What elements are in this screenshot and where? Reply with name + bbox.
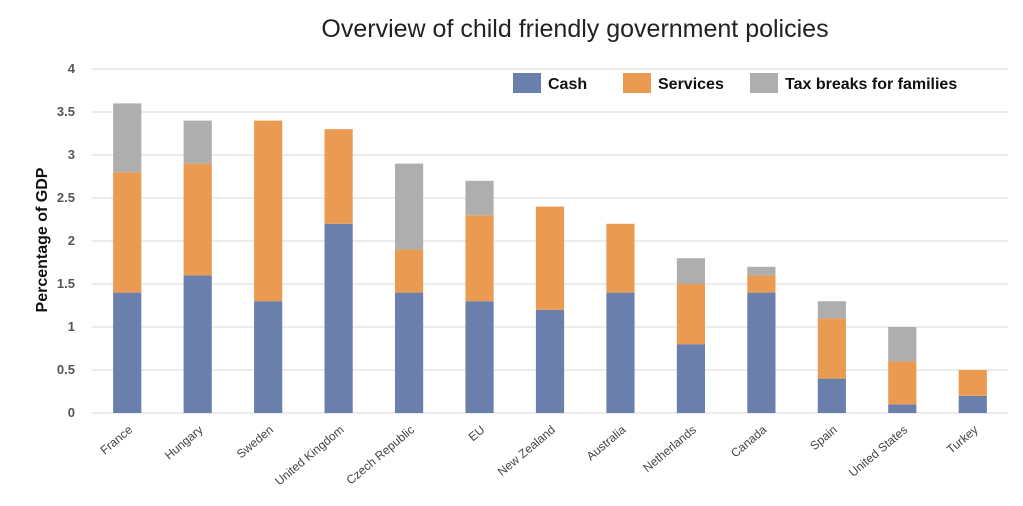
bar-segment bbox=[958, 395, 987, 413]
bar-segment bbox=[747, 275, 776, 293]
bar-segment bbox=[394, 292, 424, 413]
bar-segment bbox=[465, 301, 494, 413]
x-tick-label: Spain bbox=[807, 423, 840, 453]
y-tick-label: 2 bbox=[68, 233, 75, 248]
x-tick-label: United Kingdom bbox=[272, 423, 346, 489]
bar-segment bbox=[183, 163, 212, 276]
legend-label: Services bbox=[658, 76, 724, 93]
bar-segment bbox=[676, 284, 706, 345]
bar-segment bbox=[465, 180, 494, 216]
chart-title: Overview of child friendly government po… bbox=[321, 15, 828, 43]
y-axis-label: Percentage of GDP bbox=[34, 167, 51, 312]
bar-segment bbox=[113, 172, 142, 293]
y-tick-label: 0 bbox=[68, 405, 75, 420]
bar-segment bbox=[817, 301, 846, 319]
x-tick-label: EU bbox=[466, 423, 488, 444]
bar-segment bbox=[676, 258, 706, 284]
bars bbox=[113, 103, 987, 413]
x-tick-label: Canada bbox=[728, 422, 769, 460]
bar-segment bbox=[606, 223, 635, 293]
bar-segment bbox=[888, 361, 917, 405]
bar-segment bbox=[676, 344, 706, 413]
x-tick-label: Turkey bbox=[944, 423, 981, 457]
bar-segment bbox=[888, 404, 917, 413]
x-tick-label: Hungary bbox=[162, 423, 206, 463]
y-tick-label: 4 bbox=[68, 61, 76, 76]
legend-label: Cash bbox=[548, 76, 587, 93]
y-tick-label: 0.5 bbox=[57, 362, 75, 377]
bar-segment bbox=[888, 327, 917, 362]
bar-segment bbox=[958, 370, 987, 396]
bar-segment bbox=[535, 206, 565, 310]
bar-segment bbox=[465, 215, 494, 302]
bar-segment bbox=[817, 378, 846, 413]
y-tick-label: 3 bbox=[68, 147, 75, 162]
bar-segment bbox=[394, 163, 424, 250]
bar-segment bbox=[183, 120, 212, 164]
bar-segment bbox=[254, 120, 283, 302]
y-tick-label: 1.5 bbox=[57, 276, 75, 291]
y-tick-label: 2.5 bbox=[57, 190, 75, 205]
bar-segment bbox=[394, 249, 424, 293]
legend-swatch bbox=[750, 73, 778, 93]
bar-segment bbox=[324, 223, 353, 413]
legend-swatch bbox=[513, 73, 541, 93]
legend-swatch bbox=[623, 73, 651, 93]
x-tick-label: Netherlands bbox=[640, 423, 699, 475]
bar-segment bbox=[183, 275, 212, 413]
x-tick-label: Australia bbox=[584, 422, 629, 463]
x-tick-label: France bbox=[98, 422, 136, 457]
bar-segment bbox=[254, 301, 283, 413]
y-tick-label: 3.5 bbox=[57, 104, 75, 119]
x-tick-label: New Zealand bbox=[495, 423, 558, 479]
bar-segment bbox=[535, 309, 565, 413]
bar-segment bbox=[606, 292, 635, 413]
x-tick-label: Czech Republic bbox=[344, 423, 417, 488]
bar-segment bbox=[817, 318, 846, 379]
x-tick-label: Sweden bbox=[234, 423, 276, 462]
legend: Cash Services Tax breaks for families bbox=[513, 73, 957, 93]
y-tick-label: 1 bbox=[68, 319, 75, 334]
bar-segment bbox=[324, 129, 353, 224]
y-tick-labels: 0 0.5 1 1.5 2 2.5 3 3.5 4 bbox=[57, 61, 76, 420]
bar-segment bbox=[747, 292, 776, 413]
bar-segment bbox=[747, 266, 776, 276]
legend-label: Tax breaks for families bbox=[785, 76, 957, 93]
bar-segment bbox=[113, 292, 142, 413]
bar-segment bbox=[113, 103, 142, 173]
x-tick-label: United States bbox=[846, 423, 910, 480]
